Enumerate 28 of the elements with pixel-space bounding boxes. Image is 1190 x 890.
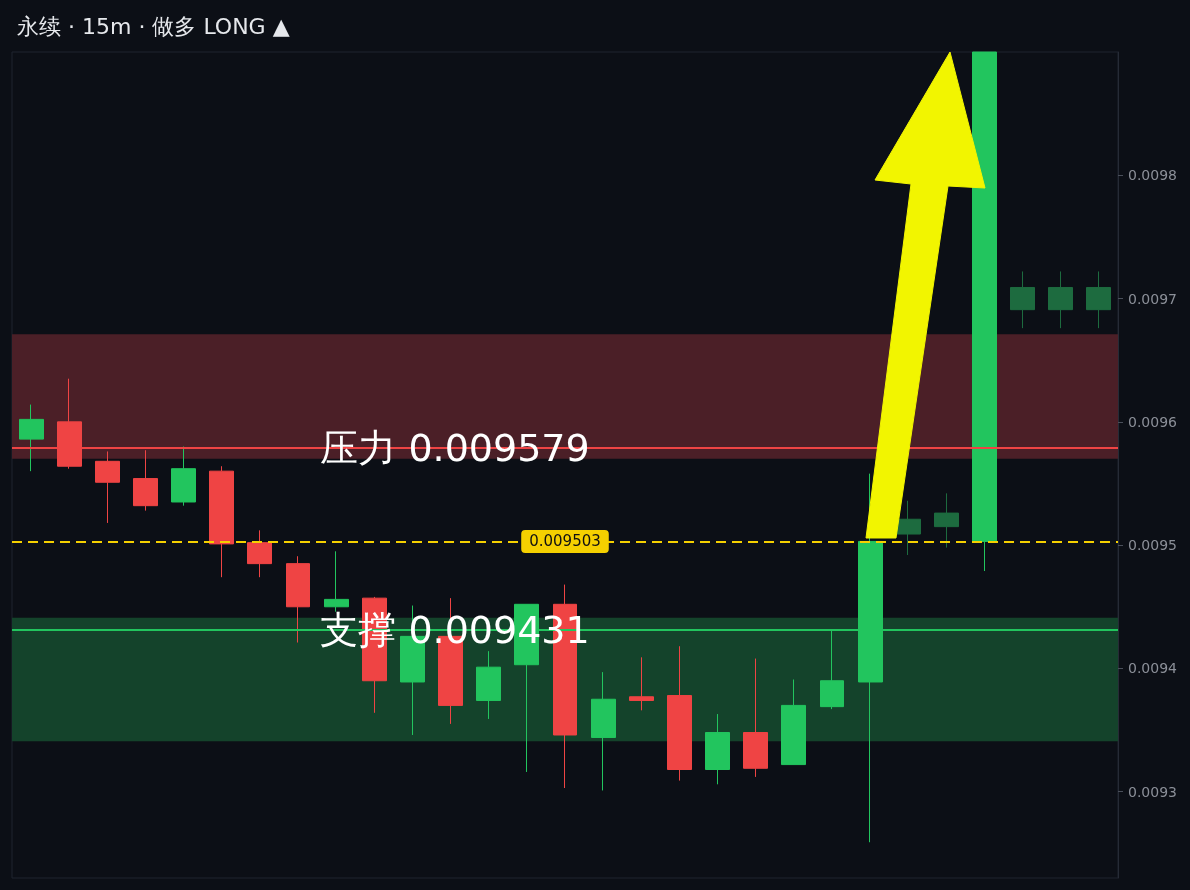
candlestick bbox=[1086, 270, 1111, 329]
candlestick bbox=[781, 679, 806, 766]
candlestick bbox=[1048, 270, 1073, 329]
candlestick bbox=[591, 671, 616, 791]
candlestick bbox=[476, 650, 501, 720]
y-tick-label: 0.0098 bbox=[1128, 167, 1177, 184]
candlestick bbox=[19, 404, 44, 472]
candlestick bbox=[1010, 270, 1035, 329]
candlestick bbox=[629, 656, 654, 711]
y-tick-label: 0.0097 bbox=[1128, 290, 1177, 307]
candlestick bbox=[972, 51, 997, 572]
candlestick bbox=[209, 465, 234, 578]
candlestick bbox=[743, 658, 768, 778]
candlestick bbox=[286, 555, 310, 644]
candlestick bbox=[247, 529, 272, 578]
y-tick-label: 0.0093 bbox=[1128, 783, 1177, 800]
candlestick bbox=[667, 645, 692, 782]
y-tick-label: 0.0096 bbox=[1128, 413, 1178, 430]
y-tick-label: 0.0095 bbox=[1128, 537, 1177, 554]
candlestick bbox=[705, 713, 730, 785]
candlestick bbox=[324, 550, 349, 613]
candlestick bbox=[896, 500, 921, 556]
candlestick bbox=[934, 492, 959, 549]
y-tick-label: 0.0094 bbox=[1128, 660, 1178, 677]
candlestick bbox=[171, 446, 196, 507]
ref-line-label: 0.009503 bbox=[529, 532, 601, 551]
candlestick bbox=[95, 450, 120, 524]
chart-title: 永续 · 15m · 做多 LONG ▲ bbox=[17, 13, 290, 39]
